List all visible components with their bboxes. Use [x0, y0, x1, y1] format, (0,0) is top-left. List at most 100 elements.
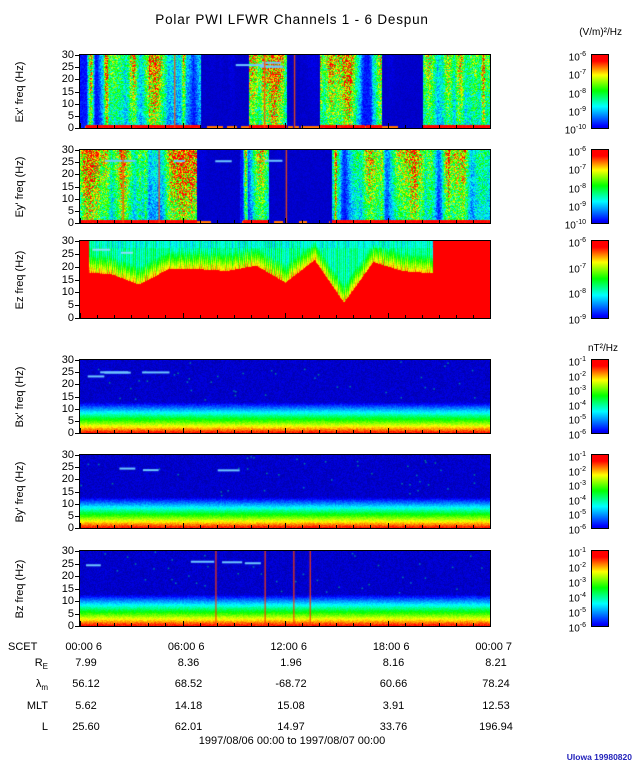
y-tick-mark — [75, 198, 80, 200]
time-tick-mark — [472, 623, 474, 626]
time-tick-mark — [199, 623, 201, 626]
x-tick-label: 00:00 7 — [475, 641, 513, 653]
time-tick-mark — [353, 220, 355, 223]
y-tick-label: 5 — [67, 607, 74, 620]
y-tick-mark — [75, 503, 80, 505]
spectrogram-canvas-bx — [80, 360, 490, 433]
y-tick-label: 30 — [61, 449, 74, 461]
time-tick-mark — [472, 315, 474, 318]
colorbar-tick-label: 10-1 — [568, 547, 586, 560]
ephemeris-value: 1.96 — [280, 657, 302, 669]
y-tick-label: 5 — [67, 299, 74, 312]
time-tick-mark — [455, 525, 457, 528]
time-tick-mark — [404, 125, 406, 128]
time-tick-mark — [302, 623, 304, 626]
spectrogram-canvas-by — [80, 455, 490, 528]
time-tick-mark — [353, 315, 355, 318]
y-tick-mark — [75, 528, 80, 529]
time-tick-mark — [490, 313, 491, 318]
y-tick-mark — [75, 467, 80, 469]
time-tick-mark — [404, 525, 406, 528]
time-tick-mark — [404, 623, 406, 626]
time-tick-mark — [131, 525, 133, 528]
time-tick-mark — [370, 220, 372, 223]
ephemeris-value: 60.66 — [379, 678, 408, 690]
time-tick-mark — [114, 525, 116, 528]
y-tick-mark — [75, 491, 80, 493]
colorbar-tick-label: 10-3 — [568, 385, 586, 398]
time-tick-mark — [302, 525, 304, 528]
ephemeris-value: 68.52 — [174, 678, 203, 690]
time-tick-mark — [182, 313, 184, 318]
time-tick-mark — [387, 621, 389, 626]
time-tick-mark — [438, 220, 440, 223]
y-tick-label: 25 — [61, 247, 74, 260]
colorbar-tick-label: 10-3 — [568, 480, 586, 493]
spectrogram-panel-ey — [79, 149, 491, 224]
colorbar-ey — [591, 149, 609, 224]
time-tick-mark — [233, 430, 235, 433]
time-tick-mark — [404, 315, 406, 318]
time-tick-mark — [319, 430, 321, 433]
x-tick-label: 06:00 6 — [167, 641, 205, 653]
y-tick-mark — [75, 455, 80, 456]
time-tick-mark — [302, 125, 304, 128]
time-tick-mark — [199, 430, 201, 433]
y-tick-mark — [75, 79, 80, 81]
time-tick-mark — [233, 623, 235, 626]
x-axis-scet-label: SCET — [8, 641, 38, 653]
time-tick-mark — [148, 525, 150, 528]
time-tick-mark — [421, 623, 423, 626]
colorbar-tick-label: 10-9 — [568, 314, 586, 327]
time-tick-mark — [114, 315, 116, 318]
time-range-caption: 1997/08/06 00:00 to 1997/08/07 00:00 — [198, 735, 386, 747]
y-tick-mark — [75, 515, 80, 517]
time-tick-mark — [97, 525, 99, 528]
colorbar-tick-label: 10-8 — [568, 87, 586, 100]
y-tick-label: 10 — [61, 595, 74, 607]
ephemeris-value: 8.16 — [382, 657, 405, 669]
colorbar-tick-label: 10-7 — [568, 262, 586, 275]
colorbar-tick-label: 10-8 — [568, 182, 586, 195]
colorbar-gradient-bz — [592, 551, 608, 626]
time-tick-mark — [182, 621, 184, 626]
y-tick-mark — [75, 384, 80, 386]
y-tick-label: 25 — [61, 557, 74, 570]
colorbar-bz — [591, 550, 609, 627]
y-tick-mark — [75, 253, 80, 255]
y-tick-mark — [75, 210, 80, 212]
colorbar-tick-label: 10-4 — [568, 494, 586, 508]
colorbar-tick-label: 10-3 — [568, 577, 586, 590]
x-tick-label: 12:00 6 — [270, 641, 308, 653]
colorbar-tick-label: 10-5 — [568, 509, 586, 522]
time-tick-mark — [131, 125, 133, 128]
y-tick-label: 5 — [67, 414, 74, 427]
time-tick-mark — [455, 125, 457, 128]
y-tick-mark — [75, 601, 80, 602]
y-tick-label: 15 — [61, 390, 74, 403]
time-tick-mark — [404, 220, 406, 223]
time-tick-mark — [370, 125, 372, 128]
time-tick-mark — [148, 430, 150, 433]
ephemeris-value: 14.18 — [174, 700, 203, 712]
y-tick-mark — [75, 174, 80, 176]
y-tick-label: 25 — [61, 461, 74, 474]
time-tick-mark — [233, 315, 235, 318]
plot-title: Polar PWI LFWR Channels 1 - 6 Despun — [155, 12, 429, 27]
y-tick-mark — [75, 279, 80, 281]
time-tick-mark — [131, 623, 133, 626]
colorbar-tick-label: 10-2 — [568, 370, 586, 383]
spectrogram-canvas-bz — [80, 551, 490, 626]
y-axis-label-by: By' freq (Hz) — [14, 461, 26, 522]
time-tick-mark — [319, 220, 321, 223]
time-tick-mark — [353, 623, 355, 626]
colorbar-tick-label: 10-1 — [568, 451, 586, 464]
time-tick-mark — [80, 523, 81, 528]
time-tick-mark — [148, 623, 150, 626]
y-tick-label: 5 — [67, 509, 74, 522]
time-tick-mark — [336, 125, 338, 128]
spectrogram-canvas-ex — [80, 55, 490, 128]
spectrogram-panel-ex — [79, 54, 491, 129]
colorbar-tick-label: 10-7 — [568, 164, 586, 177]
